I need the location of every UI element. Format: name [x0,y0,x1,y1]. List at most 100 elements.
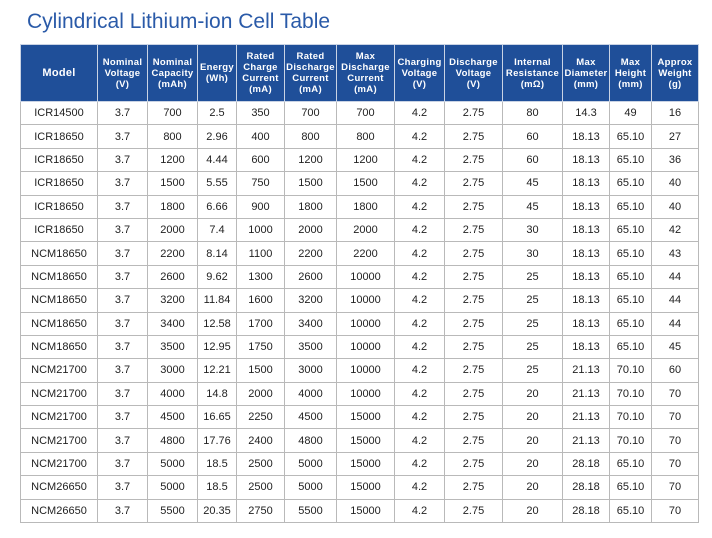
table-cell: 3.7 [97,288,148,313]
table-cell: 2.75 [444,334,503,360]
table-cell: 65.10 [609,264,652,290]
header-line: (mm) [618,78,643,90]
table-cell: 1500 [284,171,337,196]
header-line: Internal [514,56,551,68]
table-cell: 44 [651,288,699,313]
table-cell: 18.13 [562,171,610,196]
table-cell: 80 [502,100,563,126]
table-cell: 1700 [236,311,285,336]
table-cell: 4.2 [394,358,445,383]
table-cell: 60 [502,124,563,149]
table-cell: 20 [502,428,563,453]
table-cell: 2000 [147,217,198,243]
table-cell: 3.7 [97,405,148,430]
table-cell: 3.7 [97,451,148,477]
table-cell: 2250 [236,405,285,430]
table-row: ICR18650 3.7 1500 5.55 750 1500 1500 4.2 2.75 45 1… [20,171,699,196]
table-cell: 2.75 [444,124,503,149]
table-cell: 5000 [284,451,337,477]
table-cell: 1750 [236,334,285,360]
column-header: Internal Resistance (mΩ) [502,44,563,102]
table-cell: 2.75 [444,381,503,407]
table-cell: 10000 [336,264,395,290]
table-cell: 2200 [336,241,395,266]
table-head: Model Nominal Voltage (V) Nominal Capacity (mA… [20,44,699,102]
header-line: Max [355,51,376,62]
table-cell: ICR18650 [20,194,98,219]
table-cell: 27 [651,124,699,149]
table-cell: NCM18650 [20,311,98,336]
table-cell: 600 [236,147,285,173]
table-cell: 40 [651,194,699,219]
header-line: Current [242,73,279,84]
table-cell: NCM21700 [20,451,98,477]
table-cell: 800 [147,124,198,149]
table-cell: 700 [147,100,198,126]
table-cell: 5500 [147,498,198,524]
table-cell: 65.10 [609,334,652,360]
table-cell: 2.75 [444,194,503,219]
table-cell: 4.2 [394,428,445,453]
table-cell: 3.7 [97,311,148,336]
table-cell: 65.10 [609,217,652,243]
page-title: Cylindrical Lithium-ion Cell Table [27,10,331,33]
table-cell: 28.18 [562,498,610,524]
header-line: Approx [657,56,693,68]
table-cell: 70.10 [609,428,652,453]
header-line: (Wh) [205,73,229,84]
table-cell: 3.7 [97,217,148,243]
table-cell: NCM21700 [20,381,98,407]
table-cell: NCM18650 [20,288,98,313]
table-cell: 8.14 [197,241,237,266]
table-cell: 4.2 [394,288,445,313]
table-row: NCM18650 3.7 2200 8.14 1100 2200 2200 4.2 2.75 30… [20,241,699,266]
table-cell: 3.7 [97,147,148,173]
table-cell: 18.13 [562,124,610,149]
table-cell: 5000 [147,451,198,477]
table-cell: 2600 [284,264,337,290]
header-line: Max [620,56,641,68]
column-header: Max Height (mm) [609,44,652,102]
table-cell: NCM18650 [20,241,98,266]
table-row: ICR18650 3.7 1800 6.66 900 1800 1800 4.2 2.75 45 1… [20,194,699,219]
table-cell: 750 [236,171,285,196]
table-cell: NCM26650 [20,475,98,500]
table-cell: 2000 [284,217,337,243]
table-cell: 3400 [284,311,337,336]
table-row: ICR14500 3.7 700 2.5 350 700 700 4.2 2.75 80 14.3 4… [20,100,699,126]
table-cell: 4.2 [394,311,445,336]
table-cell: 25 [502,288,563,313]
table-cell: 18.13 [562,311,610,336]
table-cell: 5000 [147,475,198,500]
table-cell: 2500 [236,451,285,477]
table-cell: 10000 [336,334,395,360]
table-cell: 1600 [236,288,285,313]
header-line: Diameter [564,67,608,79]
header-line: Discharge [341,62,390,73]
header-line: (mΩ) [520,78,545,90]
table-cell: 2200 [147,241,198,266]
table-cell: 3200 [284,288,337,313]
header-line: Rated [246,51,275,62]
table-cell: 4800 [284,428,337,453]
column-header: Max Discharge Current (mA) [336,44,395,102]
table-cell: 70 [651,451,699,477]
table-cell: 28.18 [562,475,610,500]
table-cell: 18.13 [562,194,610,219]
table-cell: 65.10 [609,451,652,477]
table-cell: 65.10 [609,498,652,524]
table-cell: 65.10 [609,124,652,149]
table-cell: NCM21700 [20,405,98,430]
header-line: Rated [296,51,325,62]
header-line: (V) [412,78,427,90]
table-cell: 1500 [236,358,285,383]
column-header: Rated Charge Current (mA) [236,44,285,102]
table-cell: 2.75 [444,147,503,173]
table-cell: 2.75 [444,358,503,383]
table-cell: 4000 [284,381,337,407]
table-cell: 2750 [236,498,285,524]
table-cell: 350 [236,100,285,126]
table-cell: NCM26650 [20,498,98,524]
table-cell: 43 [651,241,699,266]
table-cell: 70.10 [609,358,652,383]
